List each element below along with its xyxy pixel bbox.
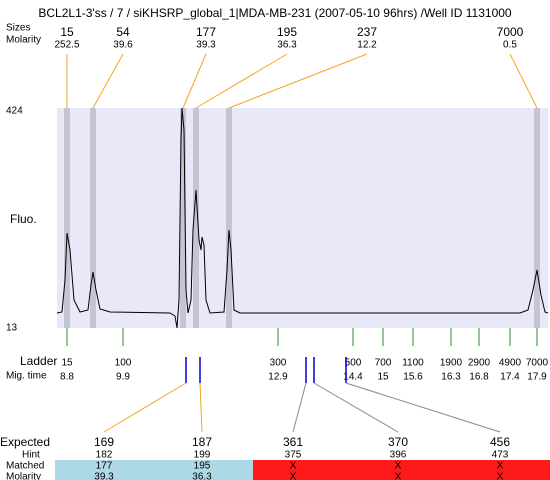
unmatched-bg [253,460,550,480]
ladder-size: 2900 [468,358,491,369]
peak-connector [195,53,288,109]
expected-value: 361 [283,435,303,449]
matched-molarity: X [290,472,297,480]
matched-value: X [290,461,297,472]
peak-band [180,108,186,328]
sizes-label: Sizes [6,23,30,34]
peak-size: 237 [357,25,377,39]
ladder-size: 700 [375,358,392,369]
peak-size: 7000 [497,25,524,39]
expected-value: 456 [490,435,510,449]
hint-value: 473 [492,450,509,461]
peak-band [534,108,540,328]
expected-connector [292,382,307,433]
ladder-size: 100 [115,358,132,369]
matched-molarity: 39.3 [94,472,114,480]
matched-value: X [497,461,504,472]
ladder-mig-time: 15.6 [403,372,423,383]
peak-size: 15 [60,25,74,39]
ladder-mig-time: 12.9 [268,372,288,383]
axis-top: 424 [6,106,23,117]
peak-connector [228,53,368,109]
ladder-size: 15 [61,358,73,369]
peak-molarity: 39.3 [196,40,216,51]
expected-connector [313,382,399,433]
ladder-mig-time: 14.4 [343,372,363,383]
expected-connector [345,382,501,433]
peak-band [226,108,232,328]
peak-size: 54 [116,25,130,39]
axis-bottom: 13 [6,323,18,334]
ladder-size: 7000 [526,358,549,369]
matched-value: X [395,461,402,472]
expected-value: 169 [94,435,114,449]
ladder-size: 300 [270,358,287,369]
fragment-molarity-label: Molarity [6,472,41,480]
mig-label: Mig. time [6,371,47,382]
hint-value: 375 [285,450,302,461]
ladder-mig-time: 15 [377,372,389,383]
ladder-mig-time: 17.4 [500,372,520,383]
hint-label: Hint [22,450,40,461]
expected-connector [199,382,203,433]
peak-molarity: 0.5 [503,40,517,51]
peak-band [64,108,70,328]
hint-value: 396 [390,450,407,461]
matched-molarity: X [497,472,504,480]
ladder-label: Ladder [20,354,57,368]
matched-molarity: X [395,472,402,480]
expected-value: 187 [192,435,212,449]
axis-label: Fluo. [10,212,37,226]
peak-size: 177 [196,25,216,39]
peak-molarity: 36.3 [277,40,297,51]
trace [56,107,549,329]
molarity-label: Molarity [6,35,41,46]
ladder-size: 500 [345,358,362,369]
peak-molarity: 252.5 [54,40,79,51]
ladder-size: 1900 [440,358,463,369]
ladder-size: 1100 [402,358,424,369]
ladder-mig-time: 16.8 [469,372,489,383]
ladder-mig-time: 17.9 [527,372,547,383]
hint-value: 199 [194,450,211,461]
expected-label: Expected [0,435,50,449]
peak-band [90,108,96,328]
peak-molarity: 12.2 [357,40,377,51]
peak-connector [509,53,538,109]
peak-band [193,108,199,328]
expected-connector [103,382,187,433]
hint-value: 182 [96,450,113,461]
plot-area [57,108,548,328]
ladder-mig-time: 8.8 [60,372,74,383]
peak-size: 195 [277,25,297,39]
matched-bg [55,460,253,480]
ladder-mig-time: 16.3 [441,372,461,383]
ladder-size: 4900 [499,358,522,369]
matched-label: Matched [6,461,44,472]
matched-molarity: 36.3 [192,472,212,480]
peak-molarity: 39.6 [113,40,133,51]
matched-value: 195 [194,461,211,472]
peak-connector [92,53,124,109]
matched-value: 177 [96,461,113,472]
title: BCL2L1-3'ss / 7 / siKHSRP_global_1|MDA-M… [38,6,512,20]
expected-value: 370 [388,435,408,449]
peak-connector [182,53,207,109]
ladder-mig-time: 9.9 [116,372,130,383]
